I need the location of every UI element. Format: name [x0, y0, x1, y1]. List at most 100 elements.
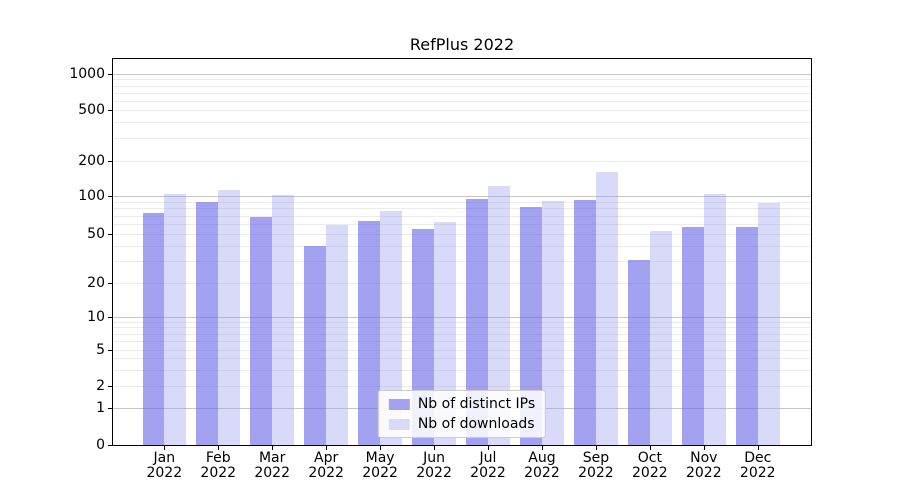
bar-nb-of-downloads-mar [272, 195, 294, 445]
plot-area: Nb of distinct IPs Nb of downloads [112, 58, 812, 446]
x-tick-nov [703, 446, 705, 450]
chart-title: RefPlus 2022 [409, 35, 515, 54]
x-tick-label-sep: Sep 2022 [578, 450, 614, 481]
y-tick-label-0: 0 [96, 437, 105, 453]
bar-nb-of-distinct-ips-oct [628, 259, 650, 445]
bar-nb-of-downloads-dec [757, 202, 780, 445]
y-tick-0 [108, 445, 112, 446]
x-tick-label-oct: Oct 2022 [632, 450, 668, 481]
y-tick-50 [108, 234, 112, 235]
y-tick-label-20: 20 [87, 275, 105, 291]
bar-nb-of-distinct-ips-feb [196, 202, 219, 445]
y-tick-label-2: 2 [96, 378, 105, 394]
bar-nb-of-downloads-jun [434, 222, 456, 445]
y-tick-20 [108, 283, 112, 284]
gridline-9 [113, 321, 811, 323]
gridline-200 [113, 161, 811, 162]
x-tick-apr [326, 446, 328, 450]
bar-nb-of-downloads-aug [541, 201, 564, 445]
x-tick-may [380, 446, 382, 450]
legend-label-downloads: Nb of downloads [417, 416, 535, 432]
gridline-6 [113, 340, 811, 342]
gridline-700 [113, 92, 811, 94]
gridline-1000 [113, 74, 811, 75]
x-tick-jul [488, 446, 489, 450]
x-tick-feb [218, 446, 220, 450]
gridline-900 [113, 79, 811, 81]
x-tick-label-nov: Nov 2022 [685, 450, 722, 481]
bar-nb-of-distinct-ips-mar [250, 217, 273, 445]
x-tick-jan [164, 446, 166, 450]
bar-nb-of-downloads-feb [218, 189, 241, 445]
x-tick-mar [272, 446, 274, 450]
legend-item-distinct-ips: Nb of distinct IPs [388, 396, 536, 412]
y-tick-5 [108, 349, 112, 351]
x-tick-sep [595, 446, 597, 450]
gridline-30 [113, 261, 811, 263]
y-tick-100 [108, 196, 112, 198]
legend-swatch-distinct-ips [388, 398, 410, 410]
gridline-800 [113, 85, 811, 87]
gridline-60 [113, 224, 811, 226]
x-tick-label-mar: Mar 2022 [254, 450, 290, 481]
gridline-7 [113, 333, 811, 335]
gridline-4 [113, 358, 811, 360]
bar-nb-of-downloads-may [380, 210, 402, 445]
y-tick-500 [108, 110, 112, 111]
y-tick-10 [108, 317, 112, 318]
legend-label-distinct-ips: Nb of distinct IPs [417, 396, 536, 412]
bar-nb-of-distinct-ips-jul [466, 199, 488, 445]
y-tick-label-10: 10 [87, 309, 105, 325]
gridline-5 [113, 349, 811, 351]
y-tick-label-100: 100 [78, 188, 105, 205]
gridline-400 [113, 122, 811, 124]
bar-nb-of-distinct-ips-sep [574, 199, 596, 445]
x-tick-dec [757, 446, 759, 450]
bar-nb-of-distinct-ips-aug [520, 207, 542, 445]
x-tick-label-apr: Apr 2022 [308, 450, 344, 481]
y-tick-1 [108, 407, 112, 409]
gridline-500 [113, 110, 811, 111]
gridline-300 [113, 138, 811, 140]
gridline-3 [113, 369, 811, 371]
x-tick-label-may: May 2022 [362, 450, 398, 481]
bar-nb-of-distinct-ips-dec [735, 226, 758, 445]
x-tick-label-jan: Jan 2022 [146, 450, 183, 481]
gridline-90 [113, 202, 811, 204]
gridline-10 [113, 317, 811, 318]
bar-nb-of-distinct-ips-may [358, 220, 381, 445]
y-tick-label-1000: 1000 [69, 66, 105, 82]
gridline-8 [113, 327, 811, 329]
bar-nb-of-downloads-jan [164, 193, 187, 445]
x-tick-aug [541, 446, 543, 450]
x-tick-label-jul: Jul 2022 [470, 450, 506, 481]
bar-nb-of-downloads-apr [326, 224, 348, 445]
y-tick-1000 [108, 74, 112, 75]
y-tick-label-50: 50 [87, 226, 105, 242]
gridline-80 [113, 208, 811, 210]
gridline-2 [113, 386, 811, 387]
bar-nb-of-downloads-sep [595, 172, 618, 445]
gridline-20 [113, 283, 811, 284]
gridline-600 [113, 100, 811, 102]
y-tick-label-500: 500 [78, 102, 105, 118]
y-tick-label-1: 1 [96, 399, 105, 416]
x-tick-oct [649, 446, 651, 450]
legend-swatch-downloads [388, 418, 410, 430]
y-tick-200 [108, 161, 112, 162]
gridline-70 [113, 215, 811, 217]
x-tick-label-dec: Dec 2022 [739, 450, 776, 481]
gridline-100 [113, 196, 811, 198]
bar-nb-of-distinct-ips-apr [304, 245, 327, 445]
bar-nb-of-distinct-ips-nov [682, 226, 704, 445]
bar-nb-of-downloads-jul [488, 186, 510, 445]
x-tick-jun [434, 446, 436, 450]
bar-nb-of-distinct-ips-jan [142, 212, 165, 445]
bar-nb-of-downloads-nov [703, 194, 726, 445]
x-tick-label-jun: Jun 2022 [416, 450, 452, 481]
bar-nb-of-downloads-oct [649, 230, 672, 445]
x-tick-label-feb: Feb 2022 [200, 450, 237, 481]
y-tick-2 [108, 386, 112, 387]
x-tick-label-aug: Aug 2022 [524, 450, 560, 481]
